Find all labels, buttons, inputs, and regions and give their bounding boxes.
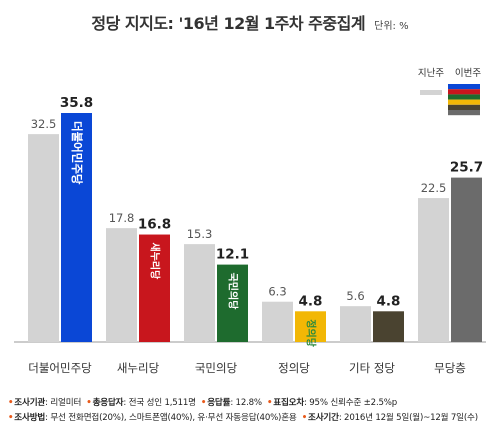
value-label-curr: 35.8 <box>60 95 93 111</box>
footer-value: : 12.8% <box>230 398 262 408</box>
legend-swatch-curr-2 <box>448 94 480 100</box>
value-label-curr: 4.8 <box>299 293 323 309</box>
bar-prev-3 <box>262 301 293 342</box>
legend-label-prev: 지난주 <box>418 68 444 79</box>
bar-prev-0 <box>28 134 59 342</box>
value-label-curr: 4.8 <box>377 293 401 309</box>
value-label-prev: 17.8 <box>109 211 135 225</box>
value-label-prev: 15.3 <box>187 227 213 241</box>
value-label-curr: 12.1 <box>216 247 249 263</box>
bar-curr-4 <box>373 311 404 342</box>
footer-line-1: •조사기관: 리얼미터 •총응답자: 전국 성인 1,511명 •응답률: 12… <box>8 398 397 408</box>
value-label-curr: 25.7 <box>450 160 483 176</box>
legend-swatch-curr-4 <box>448 104 480 110</box>
footer-line-2: •조사방법: 무선 전화면접(20%), 스마트폰앱(40%), 유·무선 자동… <box>8 413 478 423</box>
legend-swatch-curr-0 <box>448 84 480 90</box>
bar-curr-1 <box>139 234 170 342</box>
legend-swatch-curr-5 <box>448 110 480 116</box>
footer-value: : 2016년 12월 5일(월)~12월 7일(수) <box>338 413 478 423</box>
party-logo-1: 새누리당 <box>149 243 162 281</box>
footer-label: 응답률 <box>207 398 231 408</box>
legend-swatch-curr-1 <box>448 89 480 95</box>
party-logo-3: 정의당 <box>305 319 318 347</box>
category-label: 더불어민주당 <box>28 361 92 375</box>
footer-value: : 리얼미터 <box>45 398 82 408</box>
chart-title: 정당 지지도: '16년 12월 1주차 주중집계 <box>91 14 366 33</box>
bar-prev-4 <box>340 306 371 342</box>
bar-curr-0 <box>61 113 92 342</box>
chart-title-row: 정당 지지도: '16년 12월 1주차 주중집계 단위: % <box>0 10 500 34</box>
legend-swatch-prev <box>420 90 442 95</box>
value-label-prev: 22.5 <box>421 181 447 195</box>
footer-label: 총응답자 <box>92 398 124 408</box>
footer-label: 조사방법 <box>14 413 46 423</box>
bar-prev-5 <box>418 198 449 342</box>
category-label: 국민의당 <box>195 361 238 375</box>
unit-label: 단위: % <box>374 21 409 32</box>
category-label: 정의당 <box>278 361 310 375</box>
bar-prev-2 <box>184 244 215 342</box>
footer-label: 조사기관 <box>14 398 46 408</box>
bar-curr-5 <box>451 177 482 342</box>
bar-curr-3 <box>295 311 326 342</box>
bar-prev-1 <box>106 228 137 342</box>
value-label-prev: 32.5 <box>31 117 57 131</box>
survey-footer: •조사기관: 리얼미터 •총응답자: 전국 성인 1,511명 •응답률: 12… <box>8 396 496 426</box>
category-label: 기타 정당 <box>349 361 395 375</box>
legend-swatch-curr-3 <box>448 99 480 105</box>
party-logo-2: 국민의당 <box>227 273 240 311</box>
value-label-prev: 5.6 <box>346 289 364 303</box>
footer-value: : 전국 성인 1,511명 <box>123 398 196 408</box>
footer-value: : 무선 전화면접(20%), 스마트폰앱(40%), 유·무선 자동응답(40… <box>45 413 297 423</box>
footer-value: : 95% 신뢰수준 ±2.5%p <box>304 398 397 408</box>
value-label-curr: 16.8 <box>138 217 171 233</box>
bar-curr-2 <box>217 264 248 342</box>
legend-label-curr: 이번주 <box>455 68 481 79</box>
party-logo-0: 더불어민주당 <box>70 121 84 185</box>
category-label: 무당층 <box>434 361 466 375</box>
footer-label: 조사기간 <box>308 413 339 423</box>
value-label-prev: 6.3 <box>268 285 286 299</box>
footer-label: 표집오차 <box>273 398 305 408</box>
category-label: 새누리당 <box>117 361 160 375</box>
